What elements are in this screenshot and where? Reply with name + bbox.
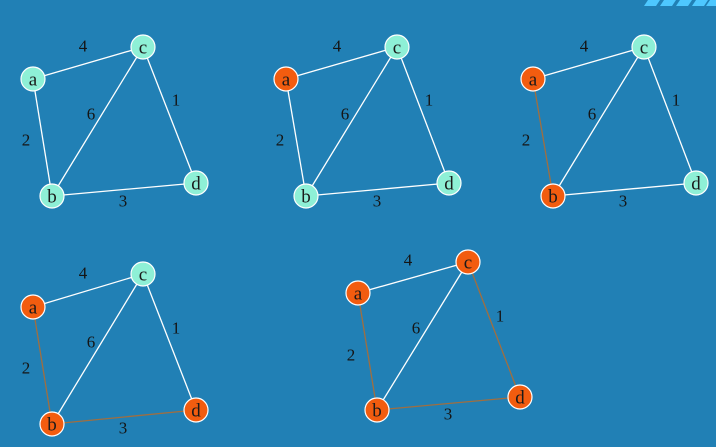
node-a-visited (520, 66, 546, 92)
weight-label-a-b: 2 (276, 131, 285, 150)
edge-b-d (51, 182, 197, 197)
weight-label-a-c: 4 (79, 264, 88, 283)
weight-label-c-d: 1 (425, 91, 434, 110)
node-d (436, 170, 462, 196)
edge-b-d (305, 182, 450, 197)
graph-panel-step-4: 4 2 6 1 3 a b c d (20, 261, 209, 438)
node-label-b: b (47, 415, 57, 436)
edge-b-c (305, 46, 398, 197)
weight-label-a-b: 2 (347, 346, 356, 365)
edge-a-b-selected (32, 306, 53, 425)
node-d-visited (507, 384, 533, 410)
node-label-c: c (464, 253, 472, 274)
node-b-visited (364, 397, 390, 423)
node-label-c: c (139, 265, 147, 286)
weight-label-a-c: 4 (79, 37, 88, 56)
node-c (384, 34, 410, 60)
node-c (130, 34, 156, 60)
node-label-b: b (301, 187, 311, 208)
weight-label-b-c: 6 (341, 105, 350, 124)
node-label-d: d (191, 174, 201, 195)
graph-panel-step-3: 4 2 6 1 3 a b c d (520, 34, 709, 211)
node-b (39, 183, 65, 209)
weight-label-a-c: 4 (580, 37, 589, 56)
edge-b-c (552, 46, 645, 197)
graph-panel-step-1: 4 2 6 1 3 a b c d (20, 34, 209, 211)
weight-label-b-d: 3 (373, 192, 382, 211)
node-label-b: b (548, 187, 558, 208)
node-a-visited (273, 66, 299, 92)
node-c (631, 34, 657, 60)
node-d-visited (183, 397, 209, 423)
node-label-b: b (372, 401, 382, 422)
weight-label-c-d: 1 (672, 91, 681, 110)
edge-c-d (142, 273, 197, 411)
weight-label-a-c: 4 (404, 251, 413, 270)
weight-label-b-d: 3 (119, 419, 128, 438)
weight-label-c-d: 1 (496, 307, 505, 326)
edge-c-d (396, 46, 450, 184)
node-label-d: d (515, 388, 525, 409)
weight-label-a-c: 4 (333, 37, 342, 56)
edge-b-d (552, 182, 697, 197)
weight-label-b-d: 3 (444, 405, 453, 424)
graph-panel-step-2: 4 2 6 1 3 a b c d (273, 34, 462, 211)
edge-a-c (357, 261, 469, 294)
edge-b-d-selected (376, 396, 521, 411)
edge-b-c (51, 273, 144, 425)
node-d (683, 170, 709, 196)
weight-label-a-b: 2 (22, 131, 31, 150)
edge-a-b (285, 78, 307, 197)
node-label-d: d (191, 401, 201, 422)
node-label-c: c (393, 38, 401, 59)
node-label-c: c (640, 38, 648, 59)
edge-c-d-selected (467, 261, 521, 398)
edge-b-d-selected (51, 409, 197, 425)
node-label-b: b (47, 187, 57, 208)
weight-label-b-c: 6 (87, 105, 96, 124)
node-d (183, 170, 209, 196)
edge-a-c (32, 273, 144, 308)
node-b (293, 183, 319, 209)
weight-label-b-d: 3 (619, 192, 628, 211)
weight-label-c-d: 1 (172, 319, 181, 338)
node-label-a: a (29, 70, 38, 91)
node-label-a: a (529, 70, 538, 91)
edge-a-b-selected (532, 78, 554, 197)
weight-label-b-c: 6 (588, 105, 597, 124)
graph-panel-step-5: 4 2 6 1 3 a b c d (345, 249, 533, 424)
node-label-c: c (139, 38, 147, 59)
node-a-visited (20, 294, 46, 320)
weight-label-a-b: 2 (522, 131, 531, 150)
weight-label-a-b: 2 (22, 359, 31, 378)
weight-label-c-d: 1 (172, 91, 181, 110)
edge-c-d (643, 46, 697, 184)
node-label-d: d (691, 174, 701, 195)
edge-a-c (285, 46, 398, 80)
edge-a-c (32, 46, 144, 80)
edge-a-c (532, 46, 645, 80)
node-label-a: a (354, 284, 363, 305)
node-label-a: a (282, 70, 291, 91)
node-b-visited (39, 411, 65, 437)
node-a (20, 66, 46, 92)
edge-b-c (376, 261, 469, 411)
node-label-a: a (29, 298, 38, 319)
weight-label-b-d: 3 (119, 192, 128, 211)
node-b-visited (540, 183, 566, 209)
node-a-visited (345, 280, 371, 306)
weight-label-b-c: 6 (87, 333, 96, 352)
node-c (130, 261, 156, 287)
edge-a-b-selected (357, 292, 378, 411)
edge-a-b (32, 78, 53, 197)
corner-logo-fragment (644, 0, 716, 6)
edge-c-d (142, 46, 197, 184)
weight-label-b-c: 6 (412, 319, 421, 338)
node-label-d: d (444, 174, 454, 195)
edge-b-c (51, 46, 144, 197)
node-c-visited (455, 249, 481, 275)
